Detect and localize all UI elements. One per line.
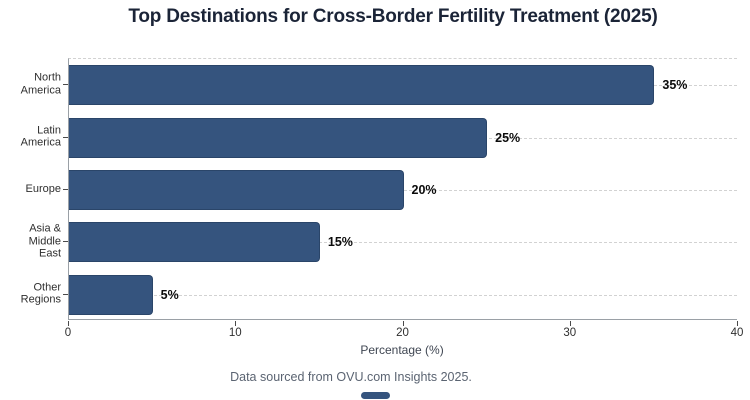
y-axis-category-label: North America [20,71,61,97]
bar [69,65,655,106]
x-axis-tick-label: 40 [730,327,744,339]
x-axis-tick [402,321,404,326]
x-axis-tick [235,321,237,326]
x-axis-tick-label: 30 [563,327,577,339]
y-axis-tick [63,189,68,190]
y-axis-category-label: Asia & Middle East [28,222,61,260]
chart-title: Top Destinations for Cross-Border Fertil… [128,6,658,27]
x-axis-tick-label: 10 [228,327,242,339]
y-axis-tick [63,241,68,243]
x-axis-tick [737,321,738,326]
plot-area: 35% 25% 20% 15% 5% [68,58,737,320]
bottom-indicator [361,392,390,399]
y-axis-tick [63,136,68,138]
x-axis-title: Percentage (%) [360,343,444,357]
y-axis-category-label: Europe [25,182,61,195]
bar [69,117,488,158]
x-axis-tick-label: 20 [396,327,409,339]
y-axis-tick [63,84,68,86]
x-axis-tick [569,321,571,326]
gridline [69,294,737,296]
y-axis-category-label: Other Regions [20,281,61,306]
bar [69,274,153,315]
bar-value-label: 35% [662,78,688,93]
bar [69,222,320,263]
data-source-note: Data sourced from OVU.com Insights 2025. [230,370,472,384]
x-axis-tick-label: 0 [64,327,72,339]
bar-value-label: 5% [160,287,179,302]
bar [69,170,404,210]
bar-value-label: 15% [327,235,353,250]
y-axis-tick [63,293,68,295]
x-axis-tick [68,321,69,326]
bar-value-label: 25% [495,130,521,145]
gridline [69,242,737,244]
bar-value-label: 20% [411,183,437,197]
y-axis-category-label: Latin America [20,124,61,149]
